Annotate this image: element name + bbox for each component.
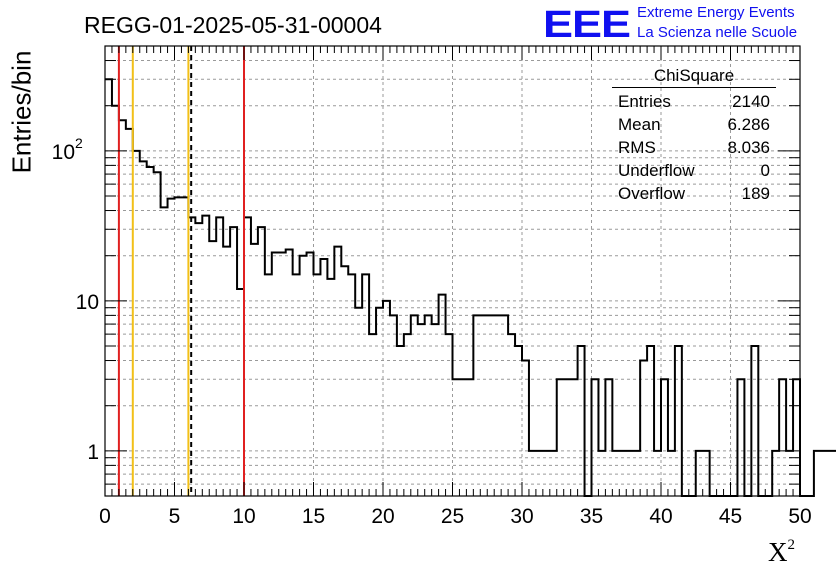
x-tick-label: 50 [788,505,811,528]
y-tick-label: 10 [52,141,75,164]
y-tick-label: 1 [87,441,99,464]
x-tick-label: 10 [232,505,255,528]
stat-row-mean: Mean 6.286 [612,113,776,136]
x-axis-label-superscript: 2 [787,537,796,553]
histogram-series [105,78,836,497]
stat-value: 2140 [732,92,770,111]
stats-title: ChiSquare [612,66,776,88]
stat-row-rms: RMS 8.036 [612,136,776,159]
stat-label: Underflow [618,161,695,180]
stat-label: Overflow [618,184,686,203]
x-axis-label-symbol: X [768,537,788,567]
x-tick-label: 0 [99,505,111,528]
stat-value: 0 [760,161,770,180]
stats-box: ChiSquare Entries 2140 Mean 6.286 RMS 8.036… [612,66,776,205]
x-tick-label: 15 [302,505,325,528]
stat-value: 189 [741,184,770,203]
x-tick-label: 45 [719,505,742,528]
y-tick-label: 10 [76,291,99,314]
stat-label: RMS [618,138,656,157]
x-tick-label: 20 [371,505,394,528]
grid-lines [105,45,800,497]
eee-logo: EEE [543,2,631,46]
reference-lines [117,46,245,496]
y-axis-label: Entries/bin [6,50,37,174]
chart-title: REGG-01-2025-05-31-00004 [84,12,382,38]
stat-row-entries: Entries 2140 [612,90,776,113]
stat-row-underflow: Underflow 0 [612,159,776,182]
y-tick-superscript: 2 [75,135,83,151]
stat-value: 8.036 [727,138,770,157]
histogram-line [105,78,836,497]
stat-row-overflow: Overflow 189 [612,182,776,205]
x-tick-label: 30 [510,505,533,528]
x-axis-label: X2 [768,537,795,568]
logo-line-2: La Scienza nelle Scuole [637,24,798,41]
x-tick-label: 35 [580,505,603,528]
axis-ticks [105,45,800,497]
stat-value: 6.286 [727,115,770,134]
x-tick-label: 25 [441,505,464,528]
logo-line-1: Extreme Energy Events [637,4,795,21]
stat-label: Mean [618,115,661,134]
x-tick-label: 40 [649,505,672,528]
x-tick-label: 5 [169,505,181,528]
stat-label: Entries [618,92,671,111]
